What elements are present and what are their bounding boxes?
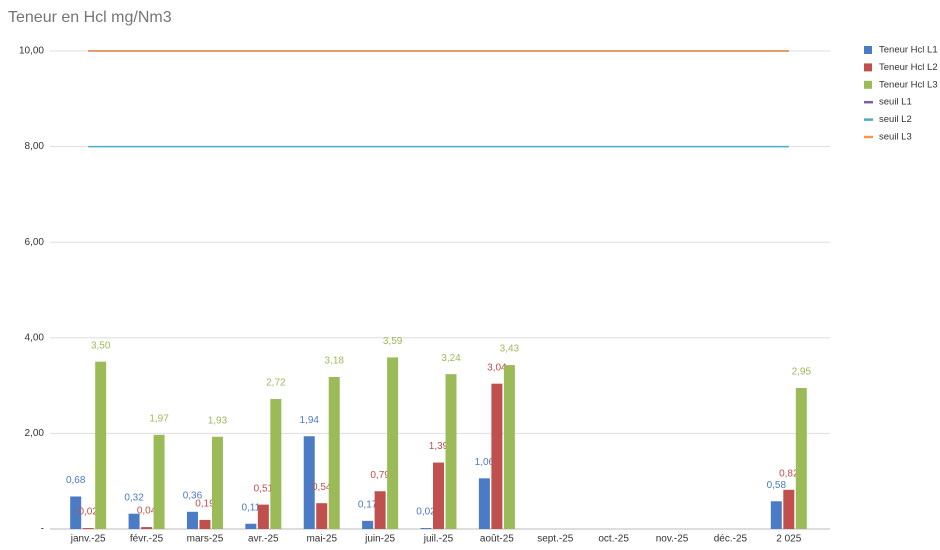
value-label: 1,97 — [149, 413, 169, 424]
bar — [478, 478, 490, 529]
value-label: 0,54 — [312, 482, 332, 493]
x-tick-label: 2 025 — [776, 534, 801, 545]
y-tick-label: 8,00 — [25, 141, 45, 152]
value-label: 3,50 — [91, 340, 111, 351]
bar — [795, 387, 807, 529]
value-label: 0,58 — [767, 480, 787, 491]
y-tick-label: 6,00 — [25, 237, 45, 248]
value-label: 3,24 — [441, 353, 461, 364]
bar — [303, 436, 315, 529]
bar — [420, 528, 432, 529]
value-label: 3,18 — [324, 356, 344, 367]
bar — [433, 462, 444, 529]
value-label: 1,39 — [429, 441, 449, 452]
y-tick-label: 2,00 — [25, 428, 45, 439]
x-tick-label: oct.-25 — [598, 534, 629, 545]
bar — [387, 357, 399, 529]
value-label: 0,17 — [358, 500, 378, 511]
bar — [153, 434, 165, 529]
legend-label: seuil L1 — [879, 97, 912, 108]
legend-label: Teneur Hcl L2 — [879, 62, 938, 73]
x-tick-label: avr.-25 — [248, 534, 279, 545]
bar — [199, 519, 211, 529]
bar — [128, 513, 140, 529]
x-tick-label: janv.-25 — [70, 534, 106, 545]
value-label: 2,72 — [266, 378, 286, 389]
y-tick-label: 4,00 — [25, 332, 45, 343]
chart-title: Teneur en Hcl mg/Nm3 — [8, 9, 172, 26]
x-tick-label: févr.-25 — [130, 534, 164, 545]
bar — [257, 504, 269, 529]
bar — [186, 511, 198, 529]
y-tick-label: - — [41, 524, 44, 535]
value-label: 0,04 — [137, 506, 157, 517]
bar — [70, 496, 82, 529]
legend-label: seuil L3 — [879, 132, 912, 143]
bar — [374, 491, 386, 529]
value-label: 0,36 — [183, 490, 203, 501]
legend-swatch — [864, 46, 872, 54]
x-tick-label: sept.-25 — [537, 534, 574, 545]
value-label: 0,79 — [370, 470, 390, 481]
value-label: 1,06 — [475, 457, 495, 468]
x-tick-label: déc.-25 — [714, 534, 748, 545]
bar — [445, 374, 457, 529]
legend-label: Teneur Hcl L1 — [879, 45, 938, 56]
bar — [491, 383, 503, 529]
legend-swatch — [864, 80, 872, 89]
bar — [503, 365, 515, 529]
bar — [141, 527, 153, 529]
value-label: 0,19 — [195, 499, 215, 510]
bar — [362, 520, 374, 529]
x-tick-label: nov.-25 — [656, 534, 689, 545]
value-label: 3,59 — [383, 336, 403, 347]
legend-swatch — [864, 63, 872, 72]
x-tick-label: juil.-25 — [423, 534, 454, 545]
value-label: 3,04 — [487, 362, 507, 373]
bar — [770, 501, 782, 529]
x-tick-label: juin-25 — [364, 534, 395, 545]
bar — [783, 489, 795, 529]
bar — [211, 436, 223, 529]
value-label: 3,43 — [500, 344, 520, 355]
value-label: 0,68 — [66, 475, 86, 486]
x-tick-label: mai-25 — [306, 534, 337, 545]
value-label: 1,93 — [208, 415, 228, 426]
bar — [95, 361, 107, 529]
bar — [245, 523, 257, 529]
legend-label: Teneur Hcl L3 — [879, 79, 938, 90]
y-tick-label: 10,00 — [19, 46, 44, 57]
x-tick-label: mars-25 — [187, 534, 224, 545]
value-label: 2,95 — [792, 367, 812, 378]
bar — [328, 376, 340, 529]
x-tick-label: août-25 — [480, 534, 514, 545]
value-label: 0,02 — [416, 507, 436, 518]
value-label: 1,94 — [299, 415, 319, 426]
bar — [82, 528, 94, 529]
value-label: 0,11 — [241, 502, 260, 513]
bar — [316, 503, 328, 529]
value-label: 0,51 — [254, 483, 274, 494]
value-label: 0,82 — [779, 468, 799, 479]
value-label: 0,32 — [124, 492, 144, 503]
value-label: 0,02 — [78, 507, 98, 518]
legend-label: seuil L2 — [879, 114, 912, 125]
bar — [270, 398, 282, 529]
